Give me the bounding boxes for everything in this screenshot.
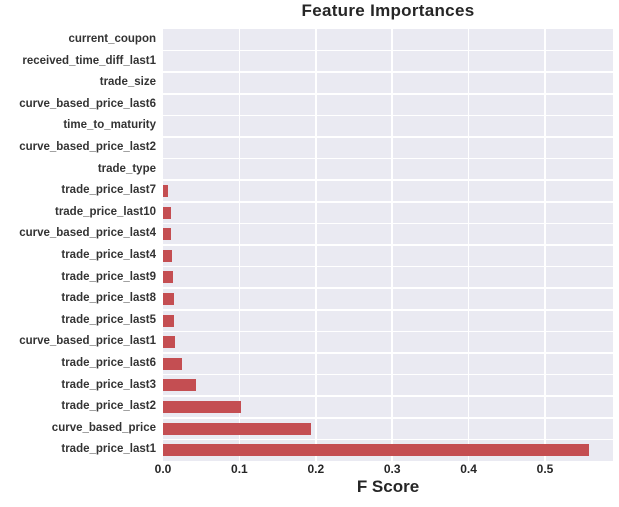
y-tick-label: trade_price_last6 (61, 357, 156, 369)
bar-trade_price_last8 (163, 293, 174, 305)
y-tick-label: trade_price_last10 (54, 205, 156, 218)
y-tick-label: trade_price_last7 (61, 184, 156, 197)
y-tick-label: curve_based_price (51, 421, 156, 434)
gridline-horizontal (163, 157, 613, 160)
bar-trade_price_last4 (163, 249, 173, 262)
y-tick-label: trade_price_last4 (61, 249, 156, 261)
gridline-horizontal (163, 438, 613, 441)
y-tick-label: curve_based_price_last2 (19, 141, 156, 153)
y-tick-label: trade_type (97, 162, 156, 175)
y-tick-label: trade_price_last9 (61, 270, 156, 283)
y-tick-label: trade_price_last2 (61, 400, 156, 413)
gridline-horizontal (163, 309, 613, 311)
bar-trade_price_last2 (163, 401, 241, 413)
y-tick-label: trade_price_last3 (61, 378, 156, 391)
bar-curve_based_price_last4 (163, 228, 172, 241)
x-tick-label: 0.2 (307, 462, 325, 476)
gridline-horizontal (163, 395, 613, 397)
gridline-horizontal (163, 136, 613, 138)
x-tick-label: 0.5 (536, 462, 554, 476)
y-tick-label: received_time_diff_last1 (22, 54, 156, 67)
gridline-horizontal (163, 201, 613, 203)
bar-trade_price_last9 (163, 271, 173, 284)
gridline-horizontal (163, 179, 613, 181)
gridline-horizontal (163, 352, 613, 354)
y-tick-label: current_coupon (68, 33, 156, 45)
gridline-horizontal (163, 373, 613, 376)
y-tick-label: curve_based_price_last4 (19, 227, 156, 240)
gridline-horizontal (163, 49, 613, 52)
x-tick-label: 0.0 (154, 462, 172, 476)
y-tick-label: curve_based_price_last6 (19, 97, 156, 110)
x-tick-label: 0.4 (460, 462, 477, 476)
bar-trade_price_last5 (163, 314, 175, 327)
bar-trade_price_last6 (163, 357, 183, 370)
bar-curve_based_price (163, 422, 312, 435)
y-tick-label: curve_based_price_last1 (19, 335, 156, 348)
gridline-horizontal (163, 287, 613, 289)
bar-trade_price_last10 (163, 206, 171, 219)
gridline-horizontal (163, 114, 613, 117)
chart-title: Feature Importances (301, 1, 475, 20)
y-tick-label: trade_size (99, 76, 156, 89)
gridline-horizontal (163, 93, 613, 95)
bar-curve_based_price_last1 (163, 336, 176, 349)
gridline-horizontal (163, 265, 613, 268)
gridline-horizontal (163, 330, 613, 333)
gridline-horizontal (163, 244, 613, 246)
plot-area (163, 29, 613, 461)
x-axis-ticks: 0.0 0.1 0.2 0.3 0.4 0.5 (0, 462, 619, 476)
x-axis-label: F Score (356, 477, 420, 496)
y-tick-label: trade_price_last8 (61, 292, 156, 305)
y-tick-label: trade_price_last1 (61, 443, 156, 456)
bar-trade_price_last3 (163, 379, 196, 392)
x-tick-label: 0.1 (231, 462, 248, 476)
bar-trade_price_last1 (163, 444, 590, 457)
bar-trade_price_last7 (163, 185, 169, 197)
gridline-horizontal (163, 71, 613, 73)
gridline-horizontal (163, 417, 613, 419)
x-tick-label: 0.3 (383, 462, 401, 476)
gridline-horizontal (163, 222, 613, 225)
y-tick-label: trade_price_last5 (61, 313, 156, 326)
y-tick-label: time_to_maturity (63, 119, 156, 132)
